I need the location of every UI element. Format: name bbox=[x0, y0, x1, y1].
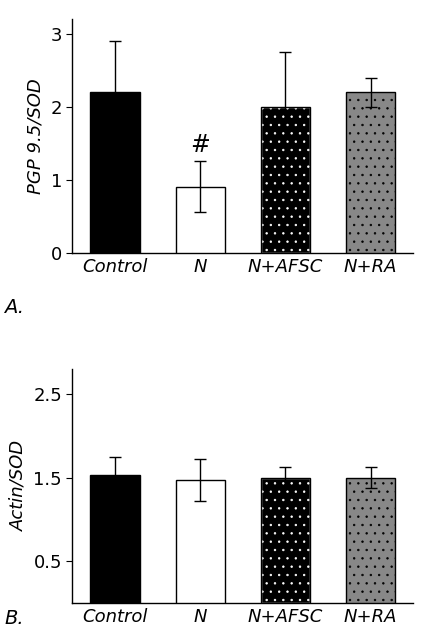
Bar bbox=[261, 106, 310, 253]
Text: #: # bbox=[190, 133, 210, 157]
Bar bbox=[90, 475, 140, 603]
Bar bbox=[176, 187, 225, 253]
Y-axis label: PGP 9.5/SOD: PGP 9.5/SOD bbox=[27, 78, 45, 194]
Bar bbox=[261, 106, 310, 253]
Bar bbox=[90, 92, 140, 253]
Y-axis label: Actin/SOD: Actin/SOD bbox=[10, 440, 28, 531]
Text: B.: B. bbox=[4, 609, 24, 628]
Text: A.: A. bbox=[4, 298, 24, 317]
Bar bbox=[346, 478, 395, 603]
Bar bbox=[176, 480, 225, 603]
Bar bbox=[261, 478, 310, 603]
Bar bbox=[346, 92, 395, 253]
Bar bbox=[261, 478, 310, 603]
